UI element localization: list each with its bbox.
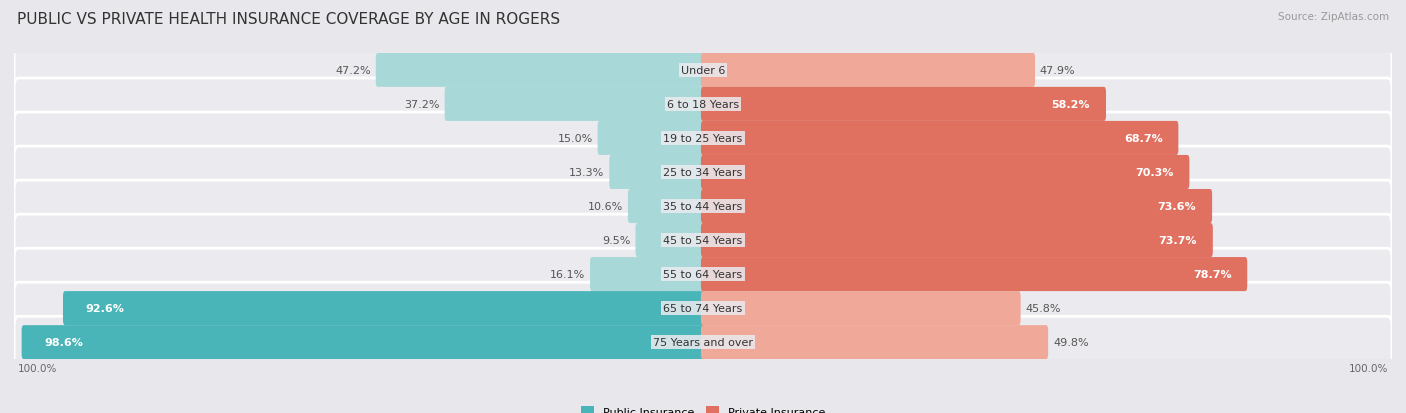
- Text: 35 to 44 Years: 35 to 44 Years: [664, 202, 742, 211]
- FancyBboxPatch shape: [14, 147, 1392, 198]
- FancyBboxPatch shape: [636, 223, 704, 257]
- Text: 13.3%: 13.3%: [569, 168, 605, 178]
- Text: 75 Years and over: 75 Years and over: [652, 337, 754, 347]
- FancyBboxPatch shape: [444, 88, 704, 121]
- Text: 25 to 34 Years: 25 to 34 Years: [664, 168, 742, 178]
- Text: 100.0%: 100.0%: [18, 363, 58, 373]
- FancyBboxPatch shape: [63, 292, 704, 325]
- Text: 100.0%: 100.0%: [1348, 363, 1388, 373]
- FancyBboxPatch shape: [14, 181, 1392, 232]
- Text: 98.6%: 98.6%: [45, 337, 83, 347]
- Text: 68.7%: 68.7%: [1123, 133, 1163, 144]
- Text: 15.0%: 15.0%: [558, 133, 593, 144]
- Legend: Public Insurance, Private Insurance: Public Insurance, Private Insurance: [576, 402, 830, 413]
- FancyBboxPatch shape: [14, 79, 1392, 131]
- Text: Source: ZipAtlas.com: Source: ZipAtlas.com: [1278, 12, 1389, 22]
- Text: 47.2%: 47.2%: [335, 66, 371, 76]
- FancyBboxPatch shape: [14, 113, 1392, 164]
- Text: 45.8%: 45.8%: [1025, 304, 1062, 313]
- Text: 78.7%: 78.7%: [1192, 269, 1232, 280]
- FancyBboxPatch shape: [628, 190, 704, 223]
- FancyBboxPatch shape: [702, 257, 1247, 292]
- FancyBboxPatch shape: [702, 325, 1047, 359]
- Text: 6 to 18 Years: 6 to 18 Years: [666, 100, 740, 109]
- FancyBboxPatch shape: [14, 45, 1392, 97]
- Text: PUBLIC VS PRIVATE HEALTH INSURANCE COVERAGE BY AGE IN ROGERS: PUBLIC VS PRIVATE HEALTH INSURANCE COVER…: [17, 12, 560, 27]
- Text: 65 to 74 Years: 65 to 74 Years: [664, 304, 742, 313]
- Text: 73.7%: 73.7%: [1159, 235, 1197, 245]
- Text: 19 to 25 Years: 19 to 25 Years: [664, 133, 742, 144]
- Text: 70.3%: 70.3%: [1135, 168, 1174, 178]
- Text: 92.6%: 92.6%: [86, 304, 125, 313]
- FancyBboxPatch shape: [702, 54, 1035, 88]
- FancyBboxPatch shape: [591, 257, 704, 292]
- FancyBboxPatch shape: [702, 121, 1178, 156]
- Text: 58.2%: 58.2%: [1052, 100, 1090, 109]
- FancyBboxPatch shape: [609, 156, 704, 190]
- Text: 45 to 54 Years: 45 to 54 Years: [664, 235, 742, 245]
- Text: 10.6%: 10.6%: [588, 202, 623, 211]
- Text: 37.2%: 37.2%: [405, 100, 440, 109]
- FancyBboxPatch shape: [702, 88, 1107, 121]
- FancyBboxPatch shape: [598, 121, 704, 156]
- Text: 55 to 64 Years: 55 to 64 Years: [664, 269, 742, 280]
- FancyBboxPatch shape: [702, 156, 1189, 190]
- Text: 47.9%: 47.9%: [1040, 66, 1076, 76]
- Text: Under 6: Under 6: [681, 66, 725, 76]
- FancyBboxPatch shape: [702, 223, 1213, 257]
- FancyBboxPatch shape: [375, 54, 704, 88]
- FancyBboxPatch shape: [702, 292, 1021, 325]
- FancyBboxPatch shape: [21, 325, 704, 359]
- FancyBboxPatch shape: [14, 282, 1392, 334]
- FancyBboxPatch shape: [702, 190, 1212, 223]
- Text: 9.5%: 9.5%: [602, 235, 631, 245]
- Text: 16.1%: 16.1%: [550, 269, 585, 280]
- Text: 49.8%: 49.8%: [1053, 337, 1088, 347]
- FancyBboxPatch shape: [14, 215, 1392, 266]
- FancyBboxPatch shape: [14, 316, 1392, 368]
- FancyBboxPatch shape: [14, 249, 1392, 300]
- Text: 73.6%: 73.6%: [1157, 202, 1197, 211]
